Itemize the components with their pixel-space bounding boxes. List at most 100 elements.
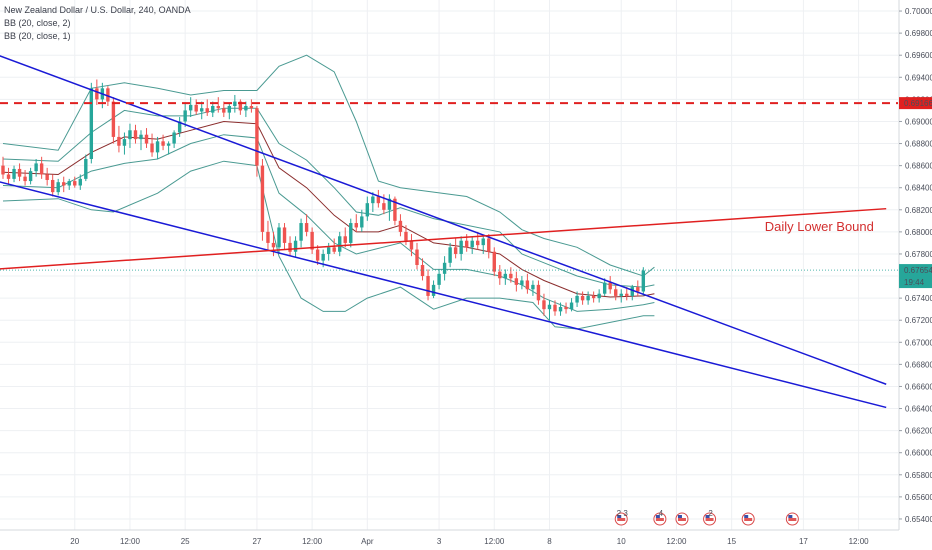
bb-indicator-outer-label[interactable]: BB (20, close, 2) bbox=[4, 18, 71, 28]
candle-down[interactable] bbox=[216, 106, 220, 109]
candle-up[interactable] bbox=[84, 159, 88, 179]
candle-down[interactable] bbox=[271, 242, 276, 248]
candle-up[interactable] bbox=[349, 223, 353, 243]
candle-up[interactable] bbox=[122, 139, 127, 146]
candle-down[interactable] bbox=[266, 231, 270, 243]
candle-down[interactable] bbox=[591, 295, 596, 299]
candle-down[interactable] bbox=[205, 108, 209, 113]
candle-down[interactable] bbox=[106, 88, 110, 102]
candle-down[interactable] bbox=[73, 181, 77, 186]
candle-up[interactable] bbox=[503, 273, 508, 279]
candle-up[interactable] bbox=[569, 302, 574, 310]
candle-down[interactable] bbox=[133, 130, 138, 140]
candle-down[interactable] bbox=[376, 196, 381, 204]
candle-down[interactable] bbox=[6, 174, 11, 179]
candle-down[interactable] bbox=[404, 231, 408, 241]
daily-lower-bound[interactable] bbox=[0, 207, 887, 270]
candle-down[interactable] bbox=[50, 179, 55, 193]
candle-down[interactable] bbox=[453, 247, 458, 254]
candle-down[interactable] bbox=[420, 265, 425, 277]
candle-down[interactable] bbox=[564, 306, 568, 310]
candle-down[interactable] bbox=[111, 101, 116, 137]
candle-up[interactable] bbox=[277, 227, 281, 248]
candle-up[interactable] bbox=[172, 132, 176, 144]
candle-up[interactable] bbox=[56, 182, 60, 193]
resistance-price-badge[interactable] bbox=[899, 97, 932, 110]
candle-down[interactable] bbox=[476, 240, 480, 246]
candle-up[interactable] bbox=[12, 168, 16, 179]
candle-up[interactable] bbox=[365, 203, 370, 217]
candle-up[interactable] bbox=[128, 130, 132, 140]
candle-up[interactable] bbox=[481, 238, 485, 246]
candle-down[interactable] bbox=[304, 223, 309, 232]
candle-up[interactable] bbox=[183, 110, 187, 122]
candle-down[interactable] bbox=[553, 304, 557, 312]
candle-up[interactable] bbox=[619, 293, 623, 296]
candle-up[interactable] bbox=[360, 216, 364, 228]
candle-up[interactable] bbox=[211, 106, 215, 113]
candle-up[interactable] bbox=[139, 134, 143, 140]
candle-down[interactable] bbox=[315, 249, 320, 261]
candle-down[interactable] bbox=[23, 176, 27, 182]
candle-up[interactable] bbox=[233, 101, 237, 106]
candle-down[interactable] bbox=[498, 271, 502, 279]
candle-down[interactable] bbox=[222, 108, 226, 113]
last-price-badge[interactable] bbox=[899, 264, 932, 289]
candle-up[interactable] bbox=[558, 306, 563, 312]
candle-down[interactable] bbox=[238, 101, 243, 111]
candle-up[interactable] bbox=[34, 163, 38, 172]
candle-up[interactable] bbox=[531, 284, 535, 290]
candle-down[interactable] bbox=[464, 240, 469, 248]
daily-lower-bound-label[interactable]: Daily Lower Bound bbox=[765, 219, 874, 234]
candle-down[interactable] bbox=[382, 203, 386, 210]
candle-down[interactable] bbox=[625, 293, 629, 296]
candle-up[interactable] bbox=[321, 253, 325, 261]
candle-up[interactable] bbox=[338, 236, 342, 252]
candle-down[interactable] bbox=[487, 238, 491, 252]
candle-up[interactable] bbox=[155, 141, 160, 153]
candle-down[interactable] bbox=[608, 282, 612, 290]
candle-up[interactable] bbox=[575, 295, 579, 303]
candle-down[interactable] bbox=[580, 295, 585, 301]
candle-up[interactable] bbox=[326, 247, 331, 254]
candle-up[interactable] bbox=[448, 247, 452, 263]
candle-down[interactable] bbox=[509, 273, 513, 279]
candle-up[interactable] bbox=[371, 196, 375, 204]
candle-down[interactable] bbox=[310, 231, 314, 250]
candle-up[interactable] bbox=[437, 273, 441, 285]
candle-down[interactable] bbox=[95, 88, 99, 100]
candle-up[interactable] bbox=[177, 121, 182, 133]
candle-down[interactable] bbox=[614, 289, 618, 296]
candle-down[interactable] bbox=[536, 284, 541, 301]
candle-down[interactable] bbox=[398, 220, 403, 232]
candle-down[interactable] bbox=[409, 240, 414, 250]
candle-down[interactable] bbox=[514, 278, 519, 285]
candle-down[interactable] bbox=[426, 276, 430, 296]
candle-down[interactable] bbox=[194, 104, 198, 112]
candle-up[interactable] bbox=[470, 240, 474, 248]
candle-down[interactable] bbox=[150, 143, 154, 153]
candle-up[interactable] bbox=[602, 282, 607, 294]
candle-up[interactable] bbox=[200, 108, 204, 112]
candle-up[interactable] bbox=[387, 198, 392, 210]
candle-down[interactable] bbox=[415, 249, 419, 265]
candle-up[interactable] bbox=[67, 181, 71, 186]
candle-down[interactable] bbox=[144, 134, 149, 144]
candle-up[interactable] bbox=[188, 104, 193, 111]
lower-trendline[interactable] bbox=[0, 180, 887, 409]
candle-down[interactable] bbox=[343, 236, 347, 243]
upper-trendline[interactable] bbox=[0, 53, 887, 385]
candle-down[interactable] bbox=[636, 287, 640, 292]
candle-down[interactable] bbox=[255, 108, 259, 166]
candle-up[interactable] bbox=[597, 293, 601, 299]
candle-up[interactable] bbox=[442, 262, 447, 274]
candle-up[interactable] bbox=[166, 143, 171, 146]
candle-down[interactable] bbox=[542, 300, 546, 310]
candle-down[interactable] bbox=[260, 165, 265, 232]
candle-up[interactable] bbox=[293, 240, 298, 252]
candle-up[interactable] bbox=[78, 178, 82, 186]
candle-down[interactable] bbox=[1, 165, 5, 175]
candle-up[interactable] bbox=[630, 287, 634, 296]
candle-up[interactable] bbox=[89, 88, 94, 159]
candle-down[interactable] bbox=[282, 227, 287, 243]
